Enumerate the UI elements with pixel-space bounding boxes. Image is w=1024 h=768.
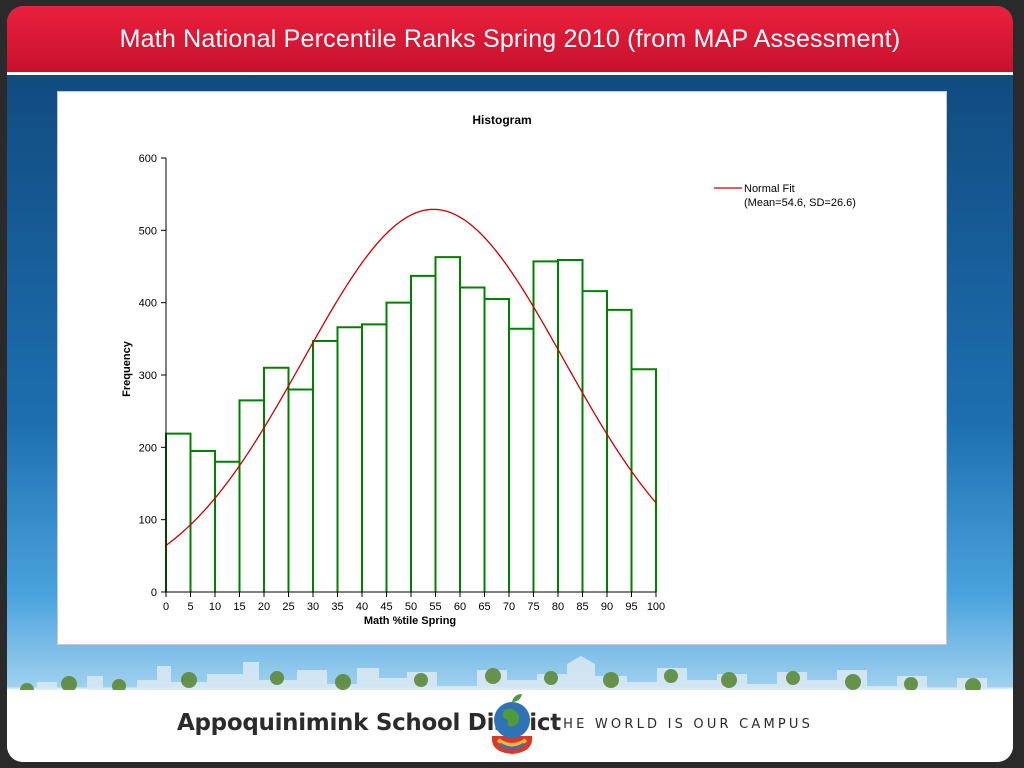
x-tick-label: 35 (331, 601, 343, 613)
histogram-chart: Histogram 0 5 10 15 20 25 30 35 40 45 50 55 60 65 70 75… (121, 113, 856, 627)
histogram-bar (361, 323, 388, 592)
chart-title: Histogram (472, 113, 531, 127)
x-tick-label: 95 (625, 601, 637, 613)
slide-title: Math National Percentile Ranks Spring 20… (119, 24, 901, 53)
axes-layer: 0 5 10 15 20 25 30 35 40 45 50 55 60 65 70 75 80 85 90 95 10… (139, 153, 666, 613)
histogram-bar (165, 432, 192, 592)
x-tick-label: 65 (478, 601, 490, 613)
x-tick-label: 75 (527, 601, 539, 613)
histogram-bar (238, 399, 265, 592)
histogram-bar (581, 290, 608, 592)
chart-panel: Histogram 0 5 10 15 20 25 30 35 40 45 50 55 60 65 70 75… (57, 91, 947, 645)
legend-label: Normal Fit (744, 183, 795, 195)
footer: Appoquinimink School District THE WORLD … (7, 690, 1013, 762)
y-tick-label: 0 (151, 587, 157, 599)
normal-fit-curve (165, 208, 657, 546)
y-tick-label: 200 (139, 442, 157, 454)
x-tick-label: 40 (356, 601, 368, 613)
x-tick-label: 90 (601, 601, 613, 613)
apple-globe-logo (491, 694, 533, 754)
x-tick-label: 60 (454, 601, 466, 613)
normal-fit-layer (165, 208, 657, 546)
x-tick-label: 20 (258, 601, 270, 613)
x-tick-label: 10 (209, 601, 221, 613)
y-tick-label: 100 (139, 515, 157, 527)
y-tick-label: 600 (139, 153, 157, 165)
x-tick-label: 70 (503, 601, 515, 613)
slide: Math National Percentile Ranks Spring 20… (7, 6, 1013, 762)
y-axis-label: Frequency (121, 340, 133, 397)
histogram-bar (434, 256, 461, 592)
histogram-bar (508, 327, 535, 592)
histogram-bar (287, 388, 314, 592)
histogram-bar (483, 298, 510, 592)
title-bar: Math National Percentile Ranks Spring 20… (7, 6, 1013, 75)
histogram-bar (312, 340, 339, 592)
y-tick-label: 400 (139, 298, 157, 310)
histogram-bar (336, 326, 363, 592)
tagline: THE WORLD IS OUR CAMPUS (552, 717, 814, 732)
x-tick-label: 5 (187, 601, 193, 613)
x-tick-label: 50 (405, 601, 417, 613)
x-tick-label: 15 (233, 601, 245, 613)
y-tick-label: 300 (139, 370, 157, 382)
x-tick-label: 25 (282, 601, 294, 613)
histogram-bar (385, 301, 412, 592)
x-tick-label: 55 (429, 601, 441, 613)
histogram-bar (532, 260, 559, 592)
x-tick-label: 30 (307, 601, 319, 613)
x-axis-label: Math %tile Spring (364, 615, 456, 627)
histogram-bar (630, 368, 657, 592)
x-tick-label: 80 (552, 601, 564, 613)
x-tick-label: 0 (163, 601, 169, 613)
histogram-bar (263, 366, 290, 592)
x-tick-label: 45 (380, 601, 392, 613)
histogram-bar (557, 258, 584, 592)
histogram-bar (410, 274, 437, 592)
histogram-bar (606, 308, 633, 592)
histogram-bar (459, 286, 486, 592)
x-tick-label: 85 (576, 601, 588, 613)
legend-params: (Mean=54.6, SD=26.6) (744, 197, 856, 209)
bars-layer (165, 256, 657, 592)
y-tick-label: 500 (139, 225, 157, 237)
x-tick-label: 100 (647, 601, 665, 613)
histogram-bar (214, 460, 241, 592)
